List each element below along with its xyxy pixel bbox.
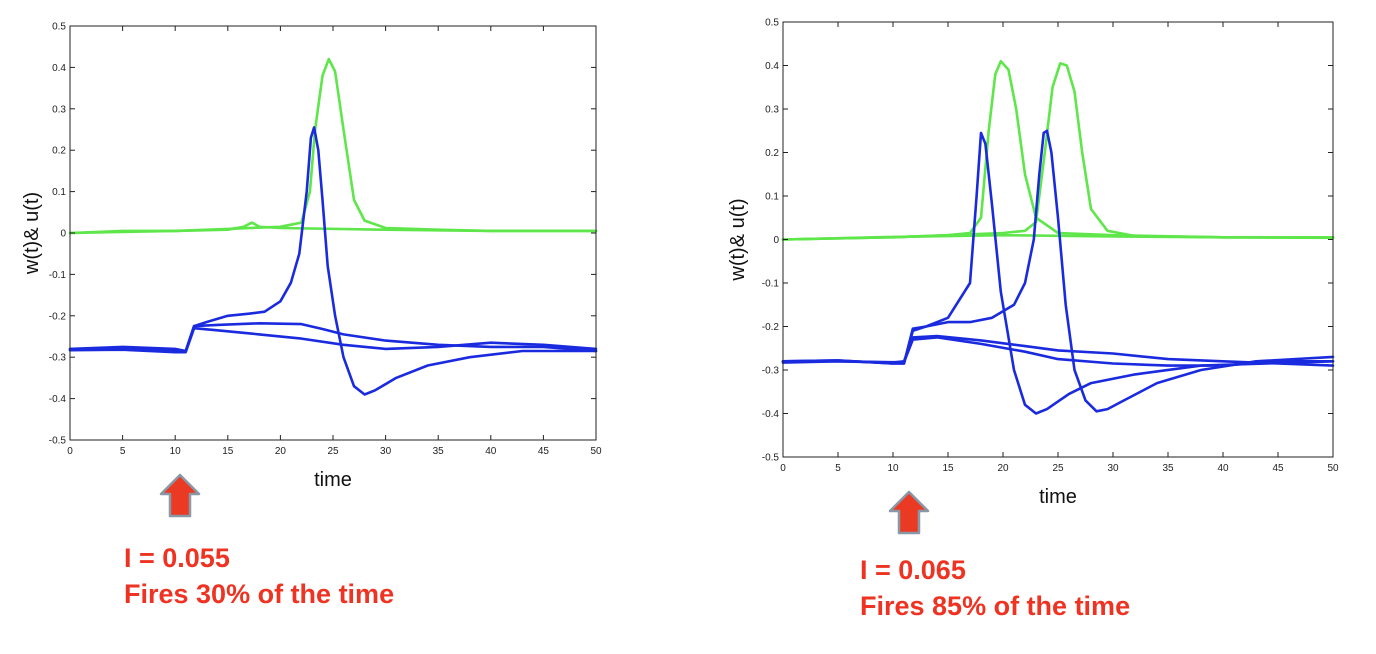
right-y-tick-label: 0.1 <box>765 192 779 203</box>
right-series-blue-4 <box>781 129 1335 413</box>
right-y-axis-label: w(t)& u(t) <box>727 198 749 281</box>
right-x-axis-label: time <box>1039 486 1077 508</box>
left-x-tick-label: 0 <box>67 446 73 457</box>
right-x-tick-label: 5 <box>835 463 841 474</box>
left-y-tick-label: -0.2 <box>49 311 67 322</box>
left-y-tick-label: 0.3 <box>52 104 66 115</box>
right-y-tick-label: 0.3 <box>765 105 779 116</box>
left-x-tick-label: 30 <box>380 446 392 457</box>
caption-right-firing-rate: Fires 85% of the time <box>860 591 1131 621</box>
right-x-tick-label: 0 <box>780 463 786 474</box>
left-x-axis-label: time <box>314 469 352 491</box>
left-y-tick-label: 0 <box>60 229 66 240</box>
caption-left: I = 0.055 Fires 30% of the time <box>124 540 394 612</box>
left-y-tick-label: -0.5 <box>49 436 67 447</box>
right-y-tick-label: -0.1 <box>762 279 780 290</box>
caption-right-current: I = 0.065 <box>860 555 966 585</box>
right-stimulus-arrow-icon <box>888 490 930 535</box>
caption-left-current: I = 0.055 <box>124 543 230 573</box>
left-x-tick-label: 20 <box>275 446 287 457</box>
right-plot-frame <box>782 21 1334 458</box>
left-x-tick-label: 45 <box>538 446 550 457</box>
left-y-tick-label: -0.1 <box>49 270 67 281</box>
right-y-tick-label: 0.5 <box>765 18 779 29</box>
right-y-tick-label: 0.2 <box>765 148 779 159</box>
right-series-blue-3 <box>781 131 1335 415</box>
right-x-tick-label: 30 <box>1107 463 1119 474</box>
left-x-tick-label: 35 <box>433 446 445 457</box>
right-series-blue-6 <box>781 336 1335 367</box>
right-x-tick-label: 35 <box>1162 463 1174 474</box>
right-y-tick-label: 0.4 <box>765 61 779 72</box>
left-y-axis-label: w(t)& u(t) <box>21 192 43 275</box>
right-series-green-2 <box>781 233 1335 241</box>
left-x-tick-label: 10 <box>170 446 182 457</box>
left-x-tick-label: 40 <box>485 446 497 457</box>
right-x-tick-label: 20 <box>997 463 1009 474</box>
right-x-tick-label: 45 <box>1272 463 1284 474</box>
right-x-tick-label: 25 <box>1052 463 1064 474</box>
left-series-green-1 <box>68 57 598 235</box>
right-y-tick-label: -0.4 <box>762 409 780 420</box>
left-x-tick-label: 25 <box>327 446 339 457</box>
chart-left: 0 5 10 15 20 25 30 35 40 45 50 -0.5 -0.4 -0.3 -0.2 -0.1… <box>21 22 602 518</box>
left-stimulus-arrow-icon <box>159 473 201 518</box>
left-y-tick-label: -0.3 <box>49 353 67 364</box>
left-plot-frame <box>69 25 597 441</box>
left-x-tick-label: 50 <box>590 446 602 457</box>
left-series-blue-4 <box>68 326 598 354</box>
right-y-tick-label: -0.5 <box>762 453 780 464</box>
right-x-tick-label: 15 <box>942 463 954 474</box>
left-x-tick-label: 5 <box>120 446 126 457</box>
right-y-tick-label: -0.3 <box>762 366 780 377</box>
right-y-tick-label: 0 <box>773 235 779 246</box>
left-y-tick-label: 0.4 <box>52 63 66 74</box>
left-series-blue-2 <box>68 126 598 396</box>
caption-right: I = 0.065 Fires 85% of the time <box>860 552 1130 624</box>
caption-left-firing-rate: Fires 30% of the time <box>124 579 395 609</box>
left-y-tick-label: 0.1 <box>52 187 66 198</box>
left-y-tick-label: -0.4 <box>49 394 67 405</box>
left-x-tick-label: 15 <box>222 446 234 457</box>
left-y-tick-label: 0.5 <box>52 22 66 33</box>
right-x-tick-label: 40 <box>1217 463 1229 474</box>
right-y-tick-label: -0.2 <box>762 322 780 333</box>
right-x-tick-label: 10 <box>887 463 899 474</box>
right-series-green-1 <box>781 62 1335 241</box>
right-x-tick-label: 50 <box>1327 463 1339 474</box>
left-y-tick-label: 0.2 <box>52 146 66 157</box>
chart-right: 0 5 10 15 20 25 30 35 40 45 50 -0.5 -0.4 -0.3 -0.2 -0.1… <box>727 18 1339 535</box>
